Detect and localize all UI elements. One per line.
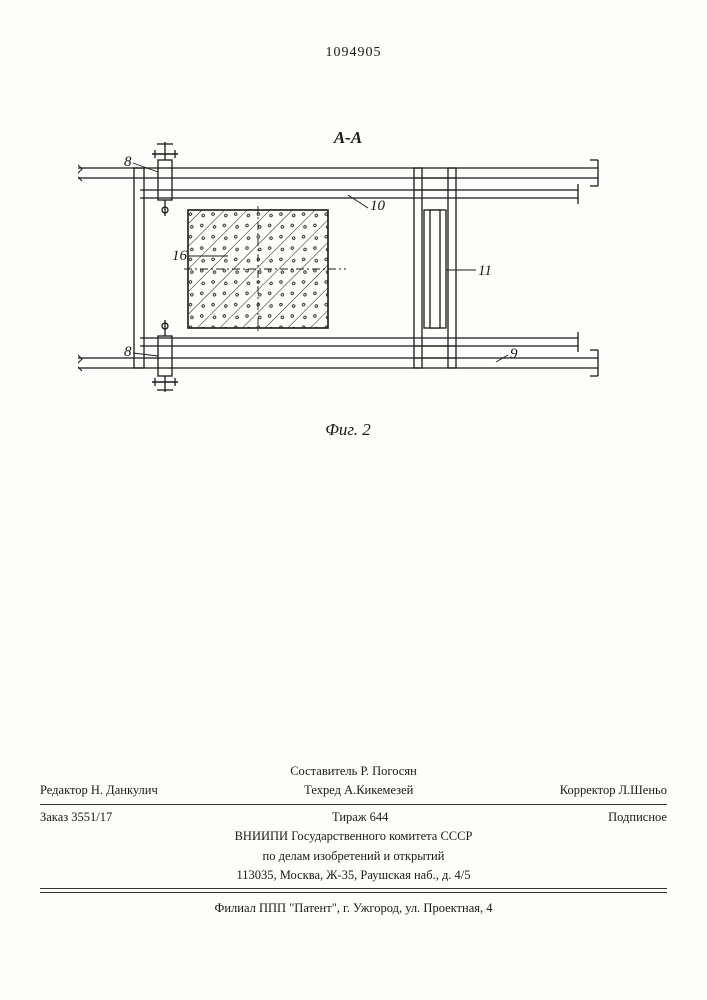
editor: Редактор Н. Данкулич (40, 781, 158, 800)
tirazh: Тираж 644 (332, 808, 388, 827)
divider-2 (40, 888, 667, 889)
techred: Техред А.Кикемезей (304, 781, 413, 800)
compiler-line: Составитель Р. Погосян (40, 762, 667, 781)
org-line-2: по делам изобретений и открытий (40, 847, 667, 866)
divider-1 (40, 804, 667, 805)
org-line-1: ВНИИПИ Государственного комитета СССР (40, 827, 667, 846)
callout-10: 10 (370, 198, 386, 214)
diagram-svg: 8 8 16 10 11 9 (78, 130, 618, 420)
callout-9: 9 (510, 346, 518, 362)
footer-block: Составитель Р. Погосян Редактор Н. Данку… (40, 762, 667, 919)
page-number: 1094905 (326, 45, 382, 61)
callout-8b: 8 (124, 344, 132, 360)
corrector: Корректор Л.Шеньо (560, 781, 667, 800)
callout-11: 11 (478, 263, 492, 279)
address-1: 113035, Москва, Ж-35, Раушская наб., д. … (40, 866, 667, 885)
subscription: Подписное (608, 808, 667, 827)
divider-3 (40, 892, 667, 893)
order-no: Заказ 3551/17 (40, 808, 112, 827)
callout-16: 16 (172, 248, 188, 264)
figure-caption: Фиг. 2 (325, 420, 371, 440)
figure-2: А-А (78, 130, 618, 440)
branch-line: Филиал ППП "Патент", г. Ужгород, ул. Про… (40, 899, 667, 918)
callout-8a: 8 (124, 154, 132, 170)
section-label: А-А (334, 128, 362, 148)
